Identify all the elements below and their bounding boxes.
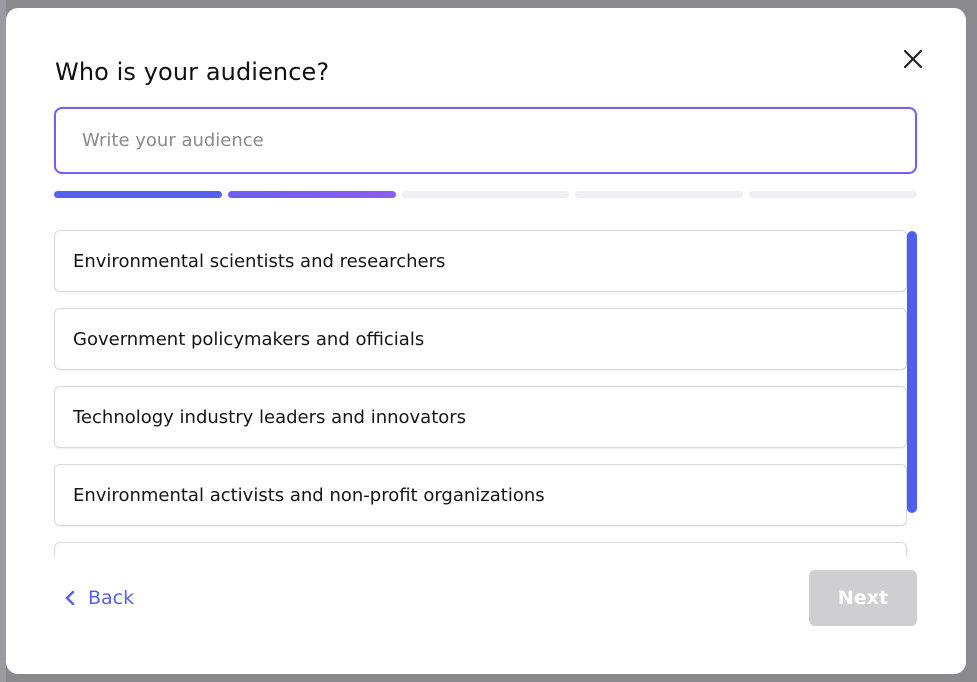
audience-option-partial[interactable]	[54, 542, 907, 556]
audience-option-environmental-activists[interactable]: Environmental activists and non-profit o…	[54, 464, 907, 526]
list-scrollbar-thumb[interactable]	[907, 231, 917, 513]
audience-input[interactable]	[54, 107, 917, 174]
next-button[interactable]: Next	[809, 570, 917, 626]
close-button[interactable]	[898, 44, 928, 74]
progress-step-1	[54, 191, 222, 198]
audience-modal: Who is your audience? Environmental scie…	[6, 8, 966, 674]
progress-step-5	[749, 191, 917, 198]
back-button[interactable]: Back	[64, 583, 134, 613]
page-backdrop	[0, 0, 6, 682]
audience-option-environmental-scientists[interactable]: Environmental scientists and researchers	[54, 230, 907, 292]
progress-step-3	[401, 191, 570, 198]
progress-step-4	[575, 191, 744, 198]
audience-option-government-policymakers[interactable]: Government policymakers and officials	[54, 308, 907, 370]
back-button-label: Back	[88, 587, 135, 609]
progress-step-2	[227, 191, 396, 198]
options-container: Environmental scientists and researchers…	[54, 230, 907, 556]
close-icon	[903, 49, 923, 69]
chevron-left-icon	[65, 590, 75, 606]
audience-options-list[interactable]: Environmental scientists and researchers…	[54, 230, 926, 556]
step-progress	[54, 191, 917, 198]
audience-option-technology-leaders[interactable]: Technology industry leaders and innovato…	[54, 386, 907, 448]
modal-title: Who is your audience?	[55, 58, 330, 86]
